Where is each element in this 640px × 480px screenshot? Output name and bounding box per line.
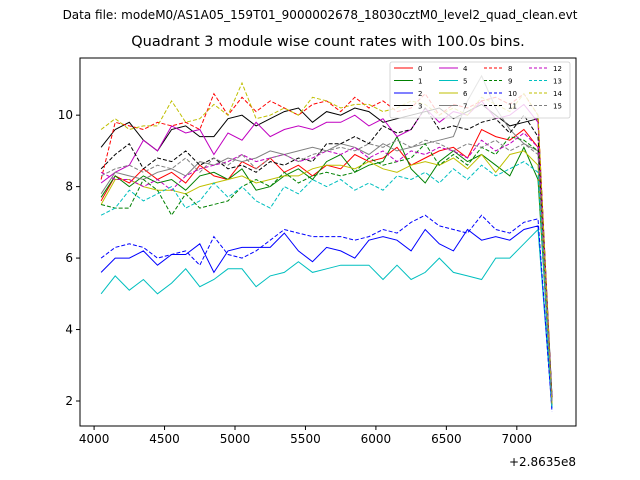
series-line-0 (100, 128, 553, 402)
series-line-6 (100, 150, 553, 405)
series-line-11 (100, 107, 553, 398)
series-line-14 (100, 81, 553, 405)
legend-label-4: 4 (463, 65, 468, 73)
x-tick-label: 4500 (149, 432, 180, 446)
x-tick-label: 7000 (502, 432, 533, 446)
legend-label-13: 13 (553, 78, 562, 86)
series-line-9 (100, 136, 553, 405)
legend-label-6: 6 (463, 90, 468, 98)
ticks-layer: 4000 4500 5000 5500 6000 6500 7000 2 4 6 8 10 (58, 108, 532, 446)
y-tick-label: 8 (65, 180, 73, 194)
series-line-1 (100, 135, 553, 405)
x-tick-label: 5500 (290, 432, 321, 446)
legend-label-1: 1 (418, 78, 422, 86)
y-tick-label: 10 (58, 108, 73, 122)
x-offset-label: +2.8635e8 (509, 455, 576, 469)
series-line-15 (100, 139, 553, 402)
legend-label-7: 7 (463, 103, 467, 111)
axes-frame (79, 57, 577, 427)
series-line-12 (100, 132, 553, 402)
chart-title: Quadrant 3 module wise count rates with … (131, 34, 525, 50)
series-line-10 (100, 214, 553, 412)
legend-label-2: 2 (418, 90, 422, 98)
legend-label-8: 8 (508, 65, 512, 73)
legend-label-5: 5 (463, 78, 467, 86)
x-tick-label: 4000 (79, 432, 110, 446)
legend-label-0: 0 (418, 65, 422, 73)
series-line-13 (100, 161, 553, 409)
y-tick-label: 6 (65, 251, 73, 265)
x-tick-label: 6000 (361, 432, 392, 446)
series-line-5 (100, 228, 553, 409)
series-line-2 (100, 225, 553, 409)
legend-label-9: 9 (508, 78, 512, 86)
series-line-4 (100, 100, 553, 402)
legend-label-10: 10 (508, 90, 517, 98)
x-tick-label: 5000 (220, 432, 251, 446)
legend-label-3: 3 (418, 103, 422, 111)
legend-label-14: 14 (553, 90, 562, 98)
legend-label-15: 15 (553, 103, 562, 111)
series-layer (100, 74, 553, 412)
y-tick-label: 2 (65, 394, 73, 408)
legend-label-12: 12 (553, 65, 562, 73)
series-line-3 (100, 103, 553, 398)
figure-suptitle: Data file: modeM0/AS1A05_159T01_90000026… (62, 8, 578, 22)
legend-box (389, 61, 571, 119)
y-tick-label: 4 (65, 323, 73, 337)
x-tick-label: 6500 (431, 432, 462, 446)
legend-label-11: 11 (508, 103, 517, 111)
